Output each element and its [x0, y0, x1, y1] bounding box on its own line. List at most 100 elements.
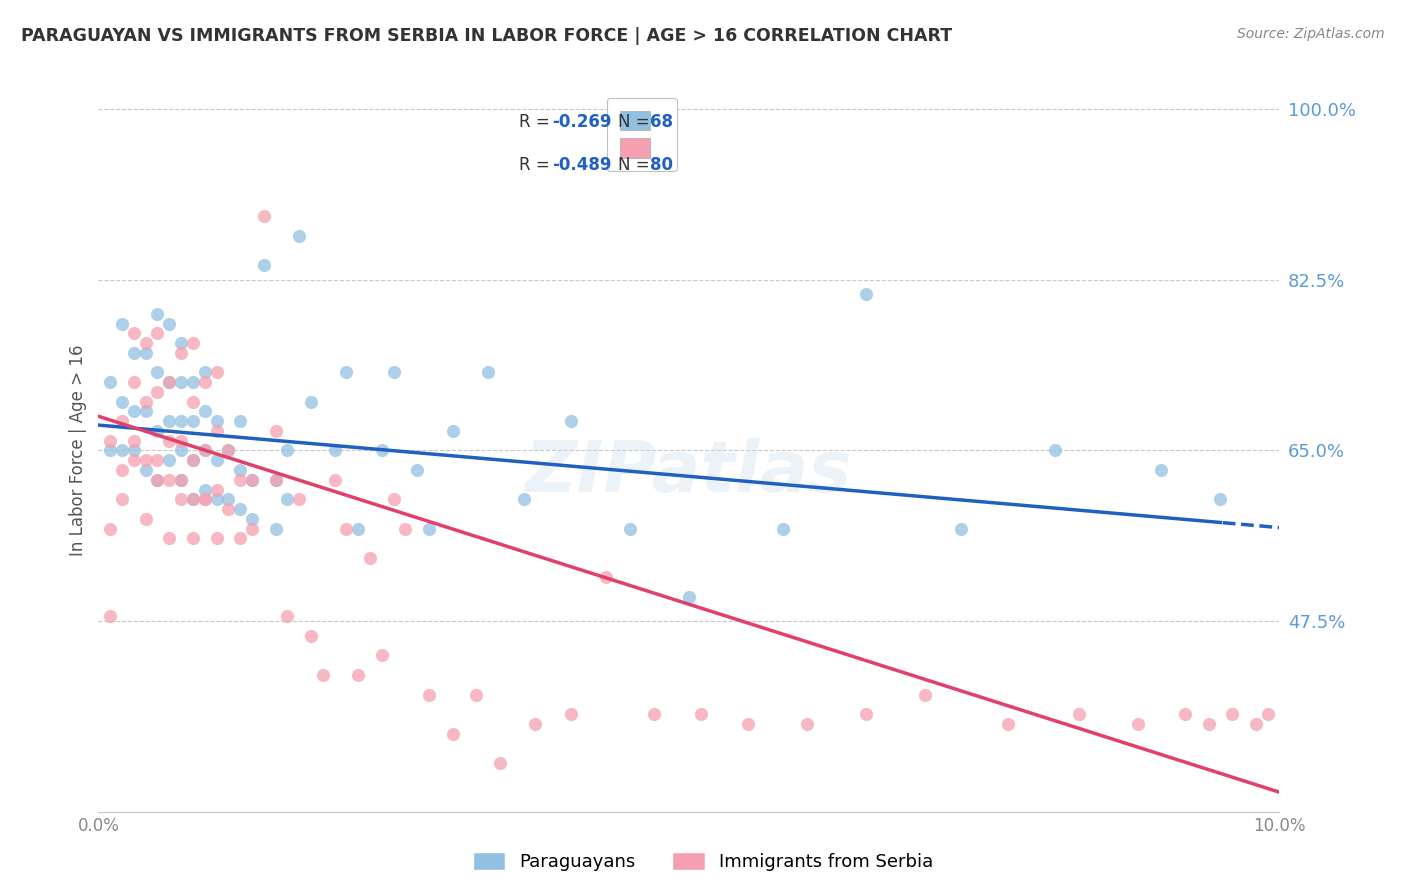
Point: [619, 522, 641, 536]
Point: [194, 483, 217, 497]
Point: [382, 365, 405, 379]
Point: [122, 326, 145, 341]
Point: [146, 424, 169, 438]
Point: [217, 492, 239, 507]
Legend: , : ,: [607, 97, 676, 171]
Point: [170, 492, 193, 507]
Point: [205, 414, 228, 428]
Point: [465, 688, 488, 702]
Point: [170, 336, 193, 351]
Point: [181, 394, 204, 409]
Text: -0.489: -0.489: [553, 156, 612, 174]
Point: [181, 532, 204, 546]
Point: [205, 365, 228, 379]
Point: [170, 434, 193, 448]
Point: [157, 317, 180, 331]
Text: 80: 80: [650, 156, 673, 174]
Point: [135, 463, 157, 477]
Point: [194, 443, 217, 458]
Point: [98, 434, 121, 448]
Point: [181, 492, 204, 507]
Point: [299, 629, 322, 643]
Point: [170, 473, 193, 487]
Text: PARAGUAYAN VS IMMIGRANTS FROM SERBIA IN LABOR FORCE | AGE > 16 CORRELATION CHART: PARAGUAYAN VS IMMIGRANTS FROM SERBIA IN …: [21, 27, 952, 45]
Point: [194, 492, 217, 507]
Point: [157, 532, 180, 546]
Text: R =: R =: [519, 156, 555, 174]
Point: [264, 473, 287, 487]
Point: [111, 317, 134, 331]
Point: [737, 716, 759, 731]
Point: [406, 463, 429, 477]
Point: [371, 648, 394, 663]
Point: [98, 522, 121, 536]
Point: [194, 404, 217, 418]
Y-axis label: In Labor Force | Age > 16: In Labor Force | Age > 16: [69, 344, 87, 557]
Point: [335, 522, 357, 536]
Point: [1126, 716, 1149, 731]
Point: [146, 473, 169, 487]
Point: [229, 414, 252, 428]
Text: R =: R =: [519, 112, 555, 131]
Point: [997, 716, 1019, 731]
Text: -0.269: -0.269: [553, 112, 612, 131]
Point: [678, 590, 700, 604]
Point: [181, 336, 204, 351]
Point: [98, 375, 121, 389]
Point: [347, 522, 370, 536]
Point: [170, 375, 193, 389]
Point: [441, 726, 464, 740]
Point: [855, 707, 877, 722]
Point: [157, 414, 180, 428]
Point: [1043, 443, 1066, 458]
Point: [949, 522, 972, 536]
Point: [560, 707, 582, 722]
Point: [418, 688, 440, 702]
Point: [205, 453, 228, 467]
Point: [240, 473, 263, 487]
Point: [146, 473, 169, 487]
Point: [111, 492, 134, 507]
Point: [98, 609, 121, 624]
Point: [418, 522, 440, 536]
Point: [122, 375, 145, 389]
Text: Source: ZipAtlas.com: Source: ZipAtlas.com: [1237, 27, 1385, 41]
Point: [146, 307, 169, 321]
Point: [205, 483, 228, 497]
Point: [170, 346, 193, 360]
Point: [181, 453, 204, 467]
Point: [194, 365, 217, 379]
Point: [264, 424, 287, 438]
Point: [1174, 707, 1197, 722]
Point: [796, 716, 818, 731]
Point: [1244, 716, 1267, 731]
Point: [111, 443, 134, 458]
Point: [111, 463, 134, 477]
Point: [157, 453, 180, 467]
Point: [382, 492, 405, 507]
Point: [323, 443, 346, 458]
Point: [217, 443, 239, 458]
Point: [146, 326, 169, 341]
Point: [146, 365, 169, 379]
Point: [229, 473, 252, 487]
Point: [264, 473, 287, 487]
Point: [288, 228, 311, 243]
Point: [157, 473, 180, 487]
Point: [111, 414, 134, 428]
Point: [1209, 492, 1232, 507]
Point: [146, 384, 169, 399]
Point: [194, 443, 217, 458]
Point: [240, 512, 263, 526]
Point: [135, 346, 157, 360]
Point: [264, 522, 287, 536]
Point: [170, 414, 193, 428]
Point: [299, 394, 322, 409]
Point: [181, 492, 204, 507]
Point: [157, 375, 180, 389]
Point: [170, 473, 193, 487]
Point: [1198, 716, 1220, 731]
Point: [689, 707, 711, 722]
Point: [157, 434, 180, 448]
Point: [111, 394, 134, 409]
